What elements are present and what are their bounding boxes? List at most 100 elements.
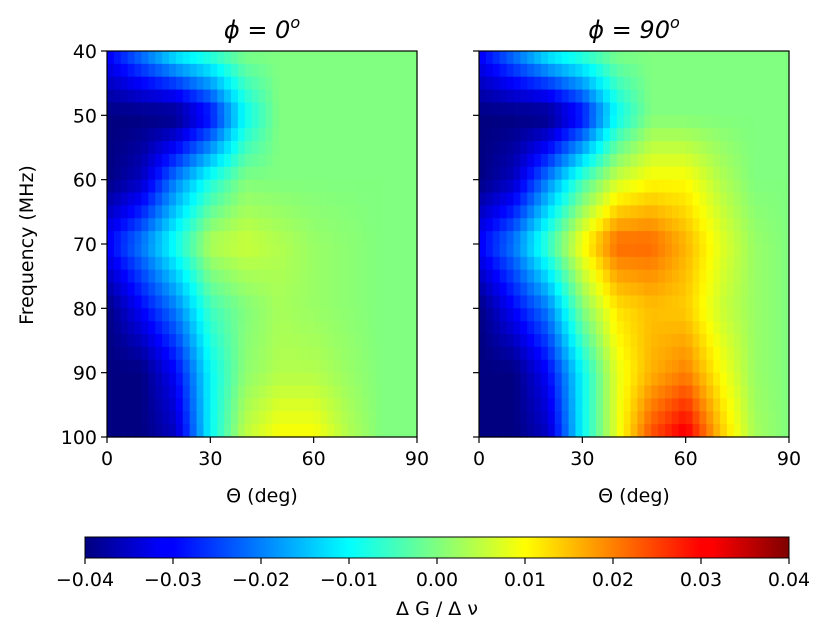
heatmap-cell bbox=[162, 334, 170, 348]
heatmap-cell bbox=[575, 141, 583, 155]
heatmap-cell bbox=[740, 63, 749, 78]
heatmap-cell bbox=[272, 372, 280, 387]
heatmap-cell bbox=[203, 63, 211, 78]
heatmap-cell bbox=[272, 424, 280, 438]
heatmap-cell bbox=[761, 321, 769, 335]
heatmap-cell bbox=[534, 166, 542, 181]
heatmap-cell bbox=[258, 282, 267, 297]
heatmap-cell bbox=[492, 89, 501, 104]
heatmap-cell bbox=[286, 321, 294, 335]
heatmap-cell bbox=[279, 76, 287, 91]
heatmap-cell bbox=[747, 166, 756, 181]
heatmap-cell bbox=[334, 321, 342, 335]
heatmap-cell bbox=[733, 269, 742, 284]
heatmap-cell bbox=[520, 218, 528, 232]
heatmap-cell bbox=[258, 295, 267, 309]
heatmap-cell bbox=[355, 205, 363, 219]
heatmap-cell bbox=[740, 89, 749, 104]
heatmap-cell bbox=[589, 128, 597, 142]
heatmap-cell bbox=[596, 282, 604, 297]
heatmap-cell bbox=[665, 424, 673, 438]
heatmap-cell bbox=[589, 359, 597, 374]
heatmap-cell bbox=[361, 115, 370, 129]
heatmap-cell bbox=[327, 128, 335, 142]
heatmap-cell bbox=[313, 89, 322, 104]
heatmap-cell bbox=[375, 385, 384, 399]
heatmap-cell bbox=[237, 244, 246, 258]
heatmap-cell bbox=[251, 334, 260, 348]
heatmap-cell bbox=[582, 346, 590, 361]
heatmap-cell bbox=[410, 424, 418, 438]
heatmap-cell bbox=[189, 115, 198, 129]
heatmap-cell bbox=[782, 115, 790, 129]
heatmap-cell bbox=[554, 346, 563, 361]
heatmap-cell bbox=[155, 63, 163, 78]
heatmap-cell bbox=[286, 179, 294, 194]
heatmap-cell bbox=[286, 166, 294, 181]
heatmap-cell bbox=[499, 63, 508, 78]
heatmap-cell bbox=[175, 359, 184, 374]
heatmap-cell bbox=[120, 128, 129, 142]
heatmap-cell bbox=[616, 89, 625, 104]
heatmap-cell bbox=[169, 128, 177, 142]
heatmap-cell bbox=[182, 128, 191, 142]
heatmap-cell bbox=[623, 166, 632, 181]
heatmap-cell bbox=[258, 166, 267, 181]
heatmap-cell bbox=[189, 153, 198, 168]
heatmap-cell bbox=[306, 398, 315, 412]
heatmap-cell bbox=[665, 231, 673, 245]
heatmap-cell bbox=[520, 205, 528, 219]
heatmap-cell bbox=[768, 218, 776, 232]
heatmap-cell bbox=[671, 102, 680, 116]
heatmap-cell bbox=[623, 321, 632, 335]
y-tick-label: 90 bbox=[73, 363, 97, 385]
heatmap-cell bbox=[389, 218, 397, 232]
heatmap-cell bbox=[513, 308, 521, 322]
heatmap-cell bbox=[547, 385, 556, 399]
heatmap-cell bbox=[541, 115, 549, 129]
heatmap-cell bbox=[244, 398, 253, 412]
heatmap-cell bbox=[368, 179, 377, 194]
heatmap-cell bbox=[272, 295, 280, 309]
heatmap-cell bbox=[506, 231, 515, 245]
heatmap-cell bbox=[713, 89, 721, 104]
heatmap-cell bbox=[313, 192, 322, 206]
heatmap-cell bbox=[499, 308, 508, 322]
heatmap-cell bbox=[355, 346, 363, 361]
heatmap-cell bbox=[713, 411, 721, 425]
heatmap-cell bbox=[589, 424, 597, 438]
heatmap-cell bbox=[492, 179, 501, 194]
heatmap-cell bbox=[589, 115, 597, 129]
heatmap-cell bbox=[768, 334, 776, 348]
heatmap-cell bbox=[265, 63, 273, 78]
heatmap-cell bbox=[527, 295, 535, 309]
heatmap-cell bbox=[479, 192, 487, 206]
heatmap-cell bbox=[609, 115, 618, 129]
heatmap-cell bbox=[237, 372, 246, 387]
heatmap-cell bbox=[410, 269, 418, 284]
heatmap-cell bbox=[162, 398, 170, 412]
heatmap-cell bbox=[520, 128, 528, 142]
heatmap-cell bbox=[658, 51, 666, 65]
heatmap-cell bbox=[382, 256, 391, 271]
heatmap-cell bbox=[306, 295, 315, 309]
heatmap-cell bbox=[699, 372, 707, 387]
heatmap-cell bbox=[547, 359, 556, 374]
heatmap-cell bbox=[327, 141, 335, 155]
heatmap-cell bbox=[665, 179, 673, 194]
heatmap-cell bbox=[678, 372, 687, 387]
heatmap-cell bbox=[375, 63, 384, 78]
heatmap-cell bbox=[768, 141, 776, 155]
heatmap-cell bbox=[361, 205, 370, 219]
heatmap-cell bbox=[630, 269, 639, 284]
heatmap-cell bbox=[348, 398, 356, 412]
heatmap-cell bbox=[547, 321, 556, 335]
colorbar-tick-label: −0.01 bbox=[320, 569, 378, 591]
heatmap-cell bbox=[596, 411, 604, 425]
heatmap-cell bbox=[733, 231, 742, 245]
heatmap-cell bbox=[554, 372, 563, 387]
heatmap-cell bbox=[479, 398, 487, 412]
heatmap-cell bbox=[375, 115, 384, 129]
heatmap-cell bbox=[293, 231, 301, 245]
heatmap-cell bbox=[616, 308, 625, 322]
